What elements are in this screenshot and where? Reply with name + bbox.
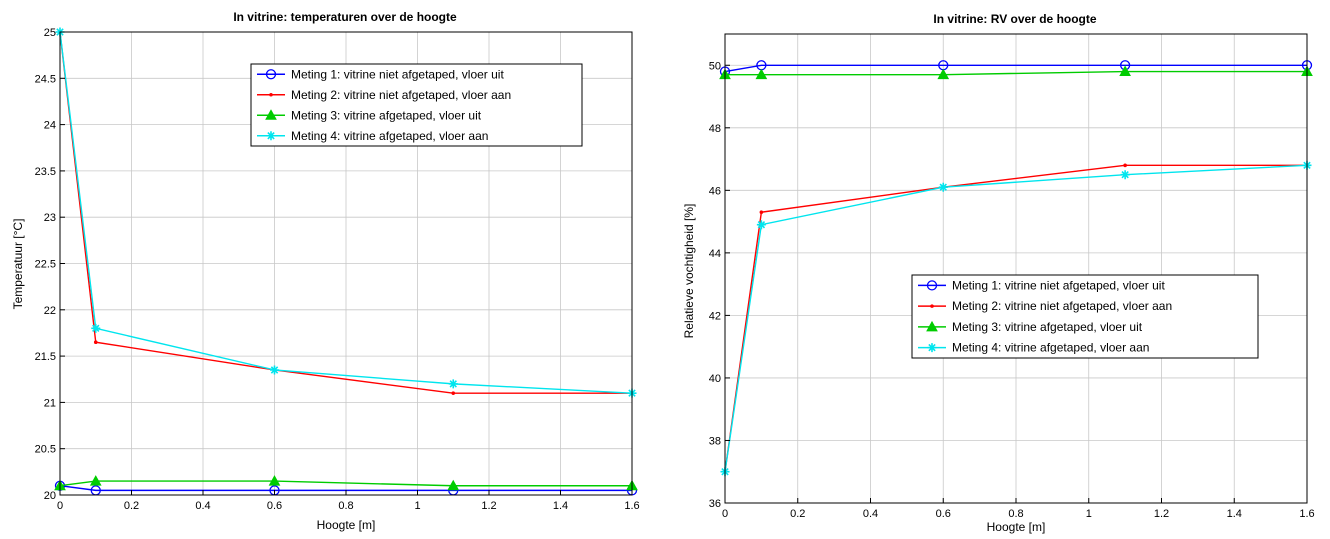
legend-item: Meting 1: vitrine niet afgetaped, vloer … (918, 278, 1165, 292)
tick-labels: 0 0.2 0.4 0.6 0.8 1 1.2 1.4 1.6 36 38 40 42 44 46 48 50 (709, 60, 1315, 520)
x-tick-label: 0.8 (338, 500, 353, 512)
y-tick-label: 23 (44, 212, 56, 224)
y-tick-label: 44 (709, 248, 721, 260)
x-tick-label: 1.6 (1299, 508, 1314, 520)
y-tick-label: 36 (709, 498, 721, 510)
legend-marker (926, 280, 938, 291)
legend-marker (265, 69, 277, 80)
data-point (759, 210, 764, 215)
data-point (89, 475, 102, 486)
data-point (448, 379, 458, 389)
x-axis-label: Hoogte [m] (987, 520, 1046, 534)
legend-box (250, 63, 583, 147)
legend-label: Meting 2: vitrine niet afgetaped, vloer … (952, 299, 1172, 313)
data-point (447, 479, 460, 491)
x-tick-label: 1.2 (481, 500, 496, 512)
y-tick-label: 38 (709, 435, 721, 447)
y-tick-label: 24.5 (35, 73, 56, 85)
y-tick-label: 24 (44, 120, 56, 132)
temperature-chart: In vitrine: temperaturen over de hoogte … (11, 10, 640, 532)
data-point (451, 391, 456, 395)
x-tick-label: 1.2 (1154, 508, 1169, 520)
legend-label: Meting 1: vitrine niet afgetaped, vloer … (291, 67, 504, 81)
legend-marker (930, 304, 934, 308)
data-point (268, 475, 281, 486)
y-axis-label: Temperatuur [°C] (11, 219, 25, 310)
x-axis-label: Hoogte [m] (317, 518, 376, 532)
y-tick-label: 25 (44, 27, 56, 39)
legend-marker (927, 343, 937, 353)
x-tick-label: 0.8 (1008, 508, 1023, 520)
y-tick-label: 42 (709, 310, 721, 322)
legend-box (911, 274, 1259, 359)
legend-label: Meting 2: vitrine niet afgetaped, vloer … (291, 88, 511, 102)
series-3 (54, 475, 638, 491)
x-tick-label: 0.6 (267, 500, 282, 512)
data-point (1119, 65, 1131, 77)
legend-item: Meting 4: vitrine afgetaped, vloer aan (257, 129, 488, 143)
y-tick-label: 48 (709, 123, 721, 135)
x-tick-label: 0.2 (790, 508, 805, 520)
data-point (755, 68, 768, 80)
legend-marker (266, 131, 276, 141)
legend-label: Meting 1: vitrine niet afgetaped, vloer … (952, 278, 1165, 292)
series-layer (719, 60, 1313, 477)
legend-label: Meting 3: vitrine afgetaped, vloer uit (291, 108, 482, 122)
data-point (938, 182, 948, 192)
legend-item: Meting 1: vitrine niet afgetaped, vloer … (257, 67, 504, 81)
legend-label: Meting 4: vitrine afgetaped, vloer aan (291, 129, 488, 143)
x-tick-label: 1.6 (624, 500, 639, 512)
x-tick-label: 1 (414, 500, 420, 512)
y-tick-label: 21 (44, 397, 56, 409)
y-tick-label: 50 (709, 60, 721, 72)
x-tick-label: 1.4 (1227, 508, 1242, 520)
x-tick-label: 0.4 (863, 508, 878, 520)
data-point (93, 340, 98, 345)
legend-item: Meting 3: vitrine afgetaped, vloer uit (918, 320, 1143, 334)
legend-label: Meting 4: vitrine afgetaped, vloer aan (952, 341, 1149, 355)
legend-item: Meting 4: vitrine afgetaped, vloer aan (918, 341, 1149, 355)
x-tick-label: 0.4 (195, 500, 210, 512)
legend-marker (269, 92, 273, 97)
data-point (270, 365, 279, 375)
x-tick-label: 0 (722, 508, 728, 520)
y-tick-label: 23.5 (35, 166, 56, 178)
legend-label: Meting 3: vitrine afgetaped, vloer uit (952, 320, 1143, 334)
tick-labels: 0 0.2 0.4 0.6 0.8 1 1.2 1.4 1.6 20 20.5 21 21.5 22 22.… (35, 27, 640, 512)
grid (725, 34, 1307, 503)
x-tick-label: 0.2 (124, 500, 139, 512)
data-point (91, 323, 101, 333)
chart-title: In vitrine: RV over de hoogte (933, 12, 1096, 26)
x-tick-label: 1 (1086, 508, 1092, 520)
y-tick-label: 22.5 (35, 259, 56, 271)
legend: Meting 1: vitrine niet afgetaped, vloer … (911, 274, 1259, 359)
chart-title: In vitrine: temperaturen over de hoogte (233, 10, 457, 24)
y-tick-label: 20.5 (35, 444, 56, 456)
legend-marker (926, 320, 938, 332)
x-tick-label: 0 (57, 500, 63, 512)
legend-item: Meting 3: vitrine afgetaped, vloer uit (257, 108, 482, 122)
y-tick-label: 46 (709, 185, 721, 197)
x-tick-label: 1.4 (553, 500, 568, 512)
y-tick-label: 20 (44, 490, 56, 502)
x-tick-label: 0.6 (936, 508, 951, 520)
y-tick-label: 21.5 (35, 351, 56, 363)
data-point (1120, 170, 1130, 180)
legend-marker (265, 109, 277, 120)
legend-item: Meting 2: vitrine niet afgetaped, vloer … (257, 88, 511, 102)
data-point (1123, 163, 1127, 168)
series-line (724, 64, 1307, 73)
y-tick-label: 22 (44, 305, 56, 317)
legend-item: Meting 2: vitrine niet afgetaped, vloer … (918, 299, 1172, 313)
data-point (756, 220, 766, 230)
y-tick-label: 40 (709, 373, 721, 385)
legend: Meting 1: vitrine niet afgetaped, vloer … (250, 63, 583, 147)
y-axis-label: Relatieve vochtigheid [%] (682, 204, 696, 339)
humidity-chart: In vitrine: RV over de hoogte 0 0.2 0.4 0.6… (682, 12, 1315, 534)
data-point (937, 68, 950, 80)
